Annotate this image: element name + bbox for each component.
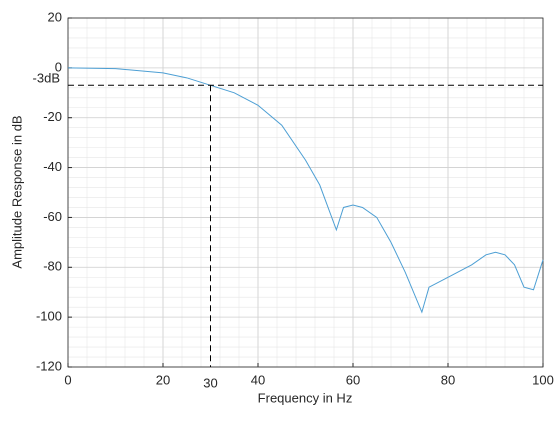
x-tick-label: 100 <box>532 372 554 387</box>
y-tick-label: -20 <box>43 109 62 124</box>
y-tick-label: 20 <box>48 9 62 24</box>
x-tick-label: 20 <box>156 372 170 387</box>
x-tick-label: 0 <box>64 372 71 387</box>
y-tick-label: 0 <box>55 59 62 74</box>
y-tick-label: -40 <box>43 159 62 174</box>
annotation-label: -3dB <box>33 71 60 86</box>
x-axis-label: Frequency in Hz <box>258 390 353 405</box>
y-axis-label: Amplitude Response in dB <box>9 115 24 268</box>
y-tick-label: -120 <box>36 358 62 373</box>
y-tick-label: -100 <box>36 309 62 324</box>
y-tick-label: -80 <box>43 259 62 274</box>
annotation-label: 30 <box>203 375 217 390</box>
x-tick-label: 60 <box>346 372 360 387</box>
x-tick-label: 80 <box>441 372 455 387</box>
x-tick-label: 40 <box>251 372 265 387</box>
y-tick-label: -60 <box>43 209 62 224</box>
plot-frame <box>67 17 544 368</box>
data-line <box>67 67 544 314</box>
